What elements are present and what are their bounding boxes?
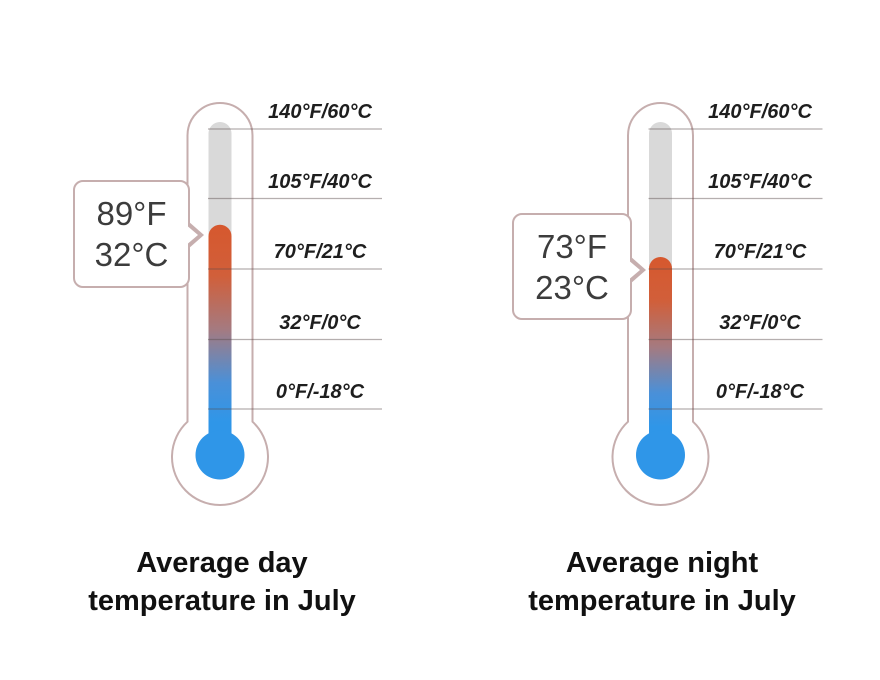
- mercury-fill-day: [208, 224, 232, 457]
- title-day-line2: temperature in July: [88, 585, 356, 617]
- title-day-line1: Average day: [136, 547, 308, 579]
- scale-tick-lines-day: [208, 128, 382, 410]
- title-night: Average night temperature in July: [472, 544, 852, 620]
- night-temp-celsius: 23°C: [535, 268, 609, 306]
- thermometer-day-bulb: [195, 430, 245, 480]
- title-day: Average day temperature in July: [32, 544, 412, 620]
- day-temp-celsius: 32°C: [94, 236, 169, 273]
- thermometer-night-bulb: [636, 430, 685, 480]
- scale-tick-lines-night: [648, 128, 823, 410]
- callout-day-temperature: 89°F 32°C: [73, 180, 204, 288]
- thermometer-day-shape: [171, 102, 382, 507]
- title-night-line1: Average night: [565, 547, 759, 579]
- callout-night-temperature: 73°F 23°C: [512, 213, 646, 320]
- night-temp-fahrenheit: 73°F: [536, 227, 608, 265]
- title-night-line2: temperature in July: [528, 585, 796, 617]
- thermometer-night-shape: [611, 102, 823, 507]
- mercury-fill-night: [649, 257, 672, 457]
- day-temp-fahrenheit: 89°F: [96, 195, 167, 232]
